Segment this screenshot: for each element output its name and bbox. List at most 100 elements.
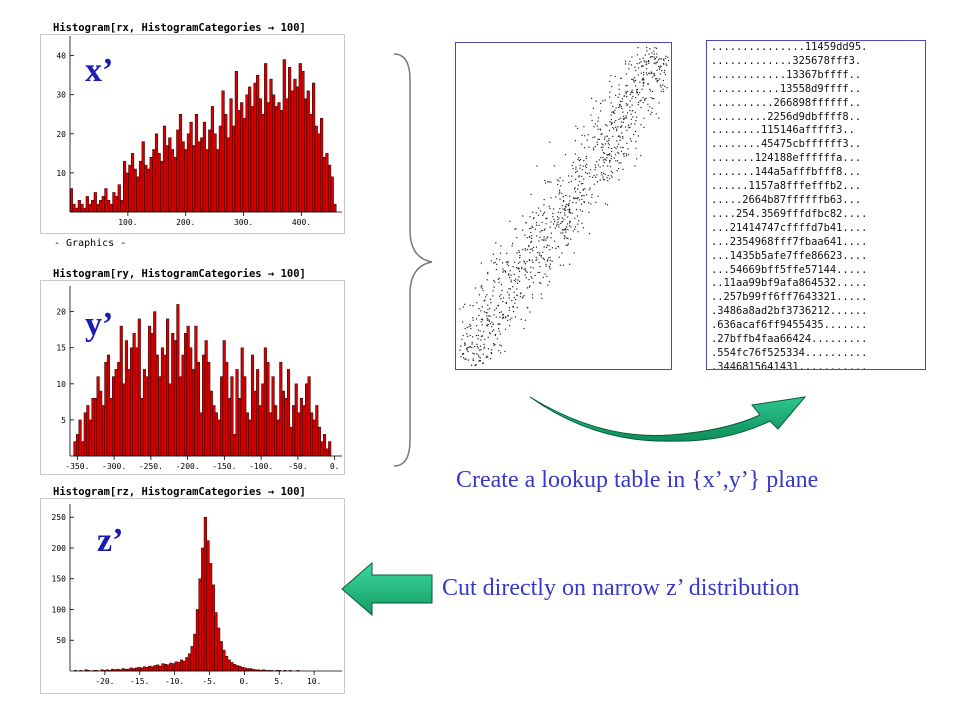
scatter-point (472, 336, 474, 338)
scatter-point (564, 214, 566, 216)
scatter-point (649, 56, 652, 58)
scatter-point (583, 160, 585, 162)
scatter-point (505, 317, 507, 319)
scatter-point (649, 48, 651, 50)
histogram-bar (297, 412, 301, 457)
y-tick-label: 20 (56, 308, 66, 317)
scatter-point (555, 225, 558, 227)
scatter-point (626, 129, 628, 132)
x-tick-label: 5. (274, 677, 284, 686)
scatter-point (637, 94, 640, 96)
scatter-point (649, 72, 651, 75)
histogram-bar (187, 653, 192, 672)
histogram-bar (132, 333, 136, 457)
scatter-point (633, 133, 635, 136)
histogram-bar (268, 412, 273, 457)
scatter-point (612, 111, 614, 113)
scatter-point (633, 76, 635, 79)
scatter-point (476, 302, 478, 304)
scatter-point (531, 259, 533, 261)
scatter-point (555, 196, 557, 198)
scatter-point (579, 209, 582, 211)
scatter-point (524, 234, 526, 236)
scatter-point (486, 294, 488, 296)
scatter-point (531, 235, 533, 237)
scatter-point (645, 72, 648, 74)
scatter-point (550, 237, 552, 239)
scatter-point (627, 103, 629, 105)
histogram-bar (325, 448, 329, 457)
lookup-table-row: .......124188effffffa... (711, 152, 862, 165)
scatter-point (652, 73, 655, 75)
scatter-point (630, 113, 632, 115)
histogram-bar (210, 106, 215, 213)
scatter-point (501, 289, 503, 292)
histogram-bar (310, 412, 314, 457)
scatter-point (542, 257, 544, 259)
scatter-point (544, 228, 546, 230)
scatter-point (659, 58, 661, 60)
scatter-point (564, 228, 567, 230)
histogram-bar (104, 188, 108, 213)
scatter-point (535, 212, 537, 214)
scatter-point (663, 60, 665, 62)
scatter-point (536, 235, 538, 237)
x-tick-label: -200. (176, 462, 200, 471)
scatter-point (569, 200, 571, 202)
histogram-bar (176, 129, 180, 213)
scatter-point (568, 222, 571, 224)
scatter-point (637, 74, 639, 76)
scatter-point (561, 217, 563, 219)
histogram-bar (304, 98, 308, 213)
scatter-point (486, 317, 488, 319)
scatter-point (504, 271, 507, 273)
scatter-point (524, 263, 526, 265)
scatter-point (557, 245, 559, 248)
scatter-point (635, 116, 638, 118)
scatter-point (576, 188, 579, 190)
scatter-point (560, 222, 562, 224)
scatter-point (526, 248, 529, 251)
histogram-bar (209, 390, 213, 457)
scatter-point (533, 246, 535, 248)
histogram-bar (168, 137, 172, 213)
scatter-point (611, 85, 613, 88)
x-tick-label: -300. (102, 462, 126, 471)
scatter-point (618, 106, 620, 109)
histogram-bar (199, 412, 203, 457)
scatter-point (662, 84, 664, 86)
scatter-point (607, 180, 609, 182)
histogram-bar (185, 657, 189, 672)
lookup-table-row: .554fc76f525334.......... (711, 346, 868, 359)
scatter-point (528, 244, 530, 247)
scatter-point (480, 349, 482, 351)
scatter-point (588, 172, 590, 174)
scatter-point (485, 356, 487, 359)
scatter-point (625, 153, 627, 155)
scatter-point (562, 220, 564, 223)
scatter-point (477, 334, 479, 337)
scatter-point (497, 304, 500, 307)
scatter-point (538, 271, 541, 274)
scatter-point (498, 350, 500, 352)
x-tick-label: -350. (65, 462, 89, 471)
histogram-bar (264, 63, 268, 213)
scatter-point (518, 276, 520, 278)
scatter-point (504, 350, 506, 353)
z-cut-caption: Cut directly on narrow z’ distribution (442, 575, 800, 601)
histogram-bar (153, 311, 157, 457)
scatter-point (599, 166, 601, 168)
scatter-point (634, 66, 636, 68)
scatter-point (487, 271, 489, 274)
scatter-point (606, 177, 608, 179)
scatter-point (508, 294, 510, 296)
scatter-point (528, 245, 530, 248)
histogram-bar (266, 361, 270, 457)
scatter-point (574, 197, 576, 199)
scatter-point (522, 249, 524, 251)
scatter-point (604, 136, 606, 138)
scatter-point (563, 212, 566, 214)
scatter-point (557, 211, 559, 214)
scatter-point (609, 121, 611, 123)
scatter-point (612, 135, 614, 137)
